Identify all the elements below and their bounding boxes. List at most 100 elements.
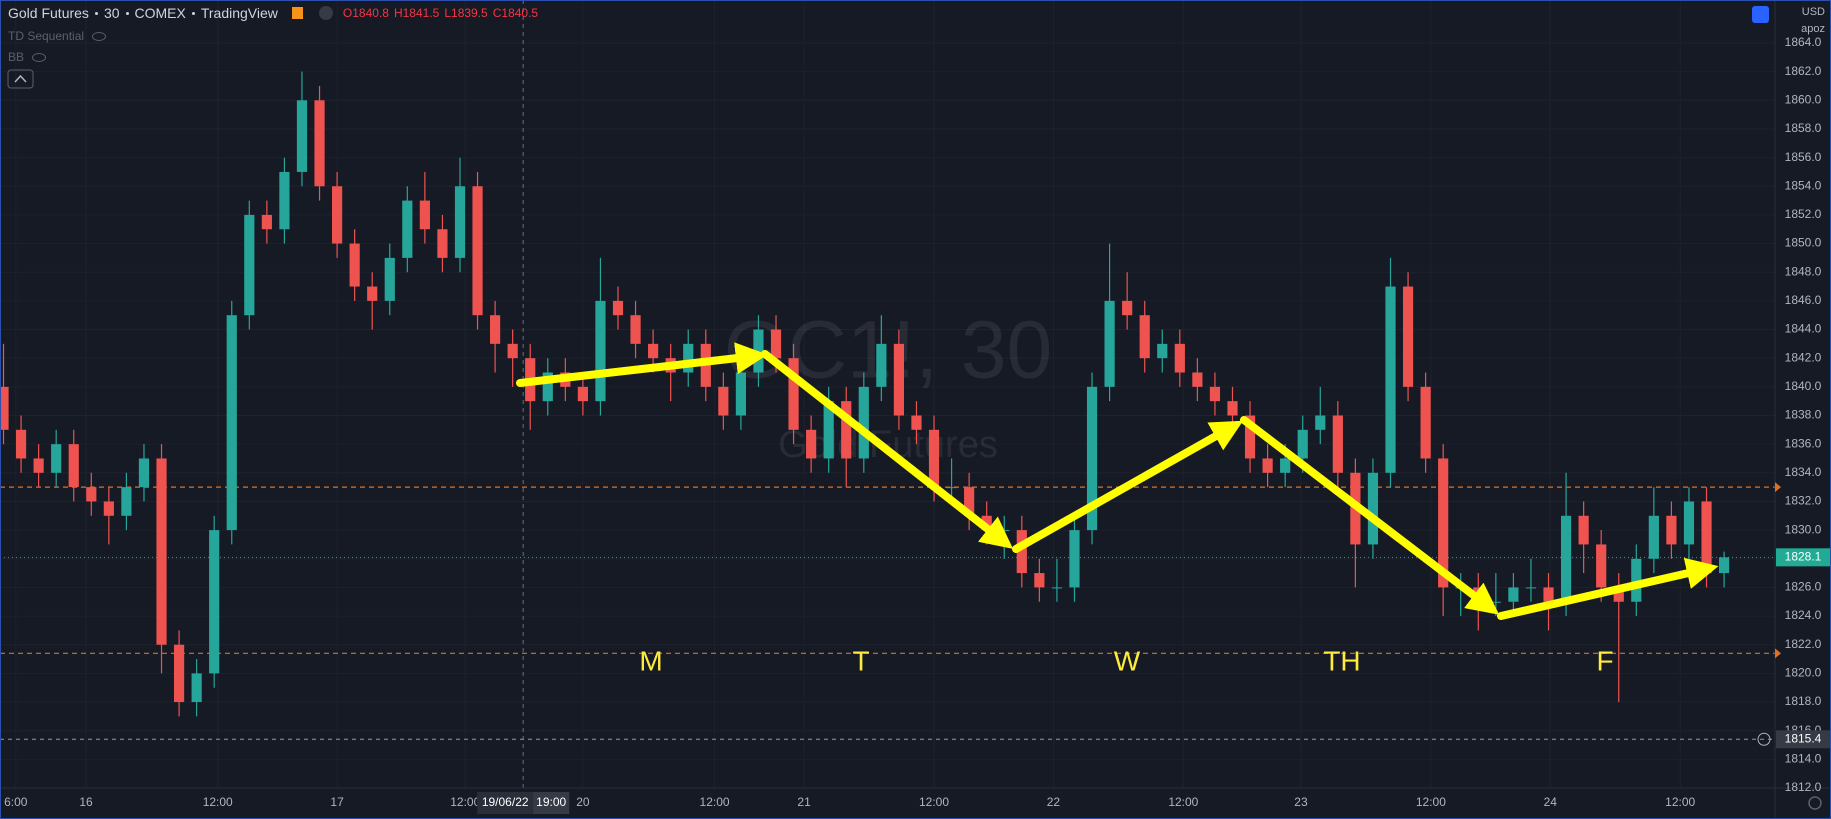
arrow — [1240, 416, 1500, 615]
x-tick-label: 12:00 — [1665, 795, 1695, 809]
candle-body — [1244, 415, 1256, 459]
ohlc-value: 1839.5 — [451, 6, 488, 20]
y-tick-label: 1814.0 — [1785, 752, 1822, 766]
candle-body — [1209, 386, 1221, 402]
x-tick-label: 21 — [797, 795, 811, 809]
y-tick-label: 1822.0 — [1785, 637, 1822, 651]
candle-body — [209, 530, 220, 674]
candle-body — [261, 214, 272, 230]
candle-body — [1666, 515, 1677, 545]
candle-body — [770, 329, 782, 359]
settings-button[interactable] — [1808, 796, 1822, 810]
candle-body — [1596, 544, 1607, 588]
x-tick-label: 12:00 — [203, 795, 233, 809]
y-tick-label: 1864.0 — [1785, 35, 1822, 49]
candle-body — [367, 286, 378, 301]
candle-body — [138, 458, 150, 488]
candle-body — [964, 487, 975, 516]
ohlc-item: H1841.5 — [394, 6, 439, 20]
candle-body — [191, 673, 202, 703]
candle-body — [384, 257, 395, 301]
candle-body — [15, 429, 27, 459]
y-tick-label: 1846.0 — [1785, 293, 1822, 307]
candle-body — [1192, 372, 1203, 387]
collapse-button[interactable] — [7, 69, 34, 89]
toggle-button[interactable] — [1752, 6, 1769, 23]
ohlc-item: O1840.8 — [343, 6, 389, 20]
x-tick-label: 12:00 — [450, 795, 480, 809]
y-tick-label: 1840.0 — [1785, 379, 1822, 393]
visibility-icon[interactable] — [92, 31, 107, 41]
candle-body — [1525, 587, 1537, 589]
candle-body — [1104, 300, 1115, 387]
ohlc-item: C1840.5 — [493, 6, 538, 20]
candle-body — [244, 214, 255, 316]
candle-body — [1332, 415, 1343, 473]
y-tick-label: 1854.0 — [1785, 178, 1822, 192]
flag-icon[interactable] — [291, 7, 303, 19]
candle-body — [999, 530, 1010, 532]
legend-header: Gold Futures 30 COMEX TradingView O1840.… — [8, 5, 538, 21]
crosshair-price-box — [1776, 730, 1831, 749]
candle-body — [349, 243, 360, 287]
arrow — [1012, 420, 1244, 553]
candle-body — [1648, 515, 1659, 559]
candle-body — [1174, 343, 1185, 373]
candle-body — [68, 444, 79, 488]
y-tick-label: 1860.0 — [1785, 92, 1822, 106]
separator — [191, 11, 195, 15]
currency[interactable]: USD — [1801, 6, 1825, 18]
candle-body — [1402, 286, 1414, 387]
candle-body — [121, 487, 132, 516]
last-price-label: 1828.1 — [1785, 550, 1822, 564]
x-tick-label: 22 — [1047, 795, 1061, 809]
candle-body — [946, 487, 957, 489]
candle-body — [490, 315, 501, 344]
indicator-name: TD Sequential — [8, 29, 85, 43]
ohlc-value: 1840.8 — [352, 6, 389, 20]
scale-mode[interactable]: apoz — [1801, 23, 1825, 35]
x-tick-label: 12:00 — [919, 795, 949, 809]
candle-body — [1701, 501, 1712, 574]
visibility-icon[interactable] — [32, 52, 47, 62]
indicator-row[interactable]: TD Sequential — [8, 29, 107, 43]
arrow — [516, 342, 768, 387]
candle-body — [1034, 573, 1045, 588]
candle-body — [577, 386, 588, 402]
crosshair-time-box — [533, 792, 570, 814]
arrow — [761, 350, 1014, 549]
symbol: Gold Futures — [8, 5, 89, 21]
y-tick-label: 1820.0 — [1785, 666, 1822, 680]
candle-body — [806, 429, 817, 459]
candle-body — [1157, 343, 1168, 359]
candle-body — [542, 372, 553, 402]
x-tick-label: 12:00 — [700, 795, 730, 809]
candle-body — [279, 171, 290, 230]
indicator-row[interactable]: BB — [8, 50, 47, 64]
candle-body — [454, 186, 466, 258]
crosshair-date: 19/06/22 — [482, 795, 529, 809]
x-tick-label: 17 — [330, 795, 344, 809]
market-status-icon[interactable] — [318, 6, 333, 20]
day-label: M — [639, 645, 662, 676]
candle-body — [1069, 530, 1080, 588]
y-tick-label: 1858.0 — [1785, 121, 1822, 135]
candle-body — [612, 300, 624, 316]
candle-body — [437, 229, 448, 258]
candle-body — [1508, 587, 1519, 602]
add-alert-button[interactable] — [1757, 732, 1771, 746]
candle-body — [753, 329, 764, 373]
candle-body — [1227, 401, 1238, 416]
candle-body — [1578, 515, 1589, 545]
candle-body — [103, 501, 114, 516]
day-label: TH — [1323, 645, 1360, 676]
candle-body — [1315, 415, 1326, 430]
ohlc-value: 1840.5 — [501, 6, 539, 20]
separator — [94, 11, 98, 15]
candle-body — [472, 186, 483, 316]
candle-body — [1683, 501, 1695, 545]
candle-body — [332, 186, 343, 244]
candle-body — [51, 444, 62, 473]
